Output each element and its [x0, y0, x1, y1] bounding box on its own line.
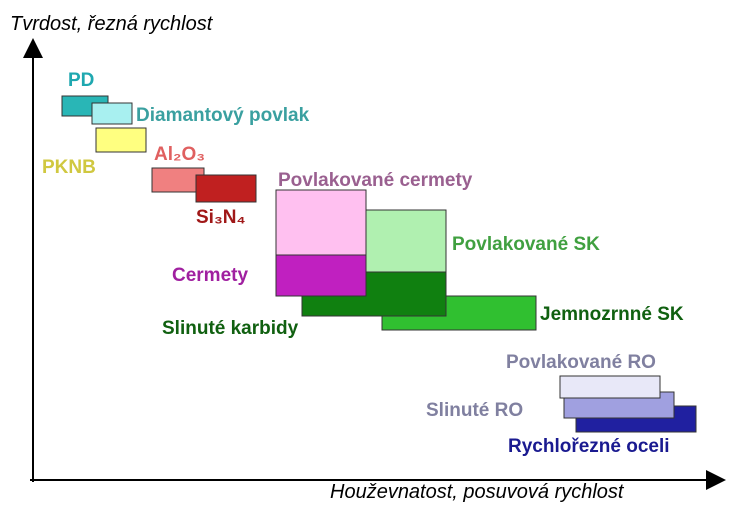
label: Cermety [172, 265, 248, 286]
label: Jemnozrnné SK [540, 304, 684, 325]
label: Slinuté RO [426, 400, 523, 421]
label: Povlakované SK [452, 234, 600, 255]
box-pknb [95, 127, 147, 153]
box-coated-cermets [275, 189, 367, 256]
x-axis-label: Houževnatost, posuvová rychlost [330, 481, 625, 503]
label: Povlakované cermety [278, 170, 473, 191]
label: Al₂O₃ [154, 144, 205, 165]
box-coated-ro [559, 375, 661, 399]
label: Rychlořezné oceli [508, 436, 670, 457]
label: Si₃N₄ [196, 207, 246, 228]
label: PKNB [42, 157, 96, 178]
box-si3n4 [195, 174, 257, 203]
box-diamond [91, 102, 133, 125]
y-axis-label: Tvrdost, řezná rychlost [10, 13, 214, 35]
label: Povlakované RO [506, 352, 656, 373]
label: PD [68, 70, 94, 91]
box-cermets [275, 254, 367, 297]
box-coated-sk [365, 209, 447, 273]
label: Slinuté karbidy [162, 318, 299, 339]
label: Diamantový povlak [136, 105, 310, 126]
